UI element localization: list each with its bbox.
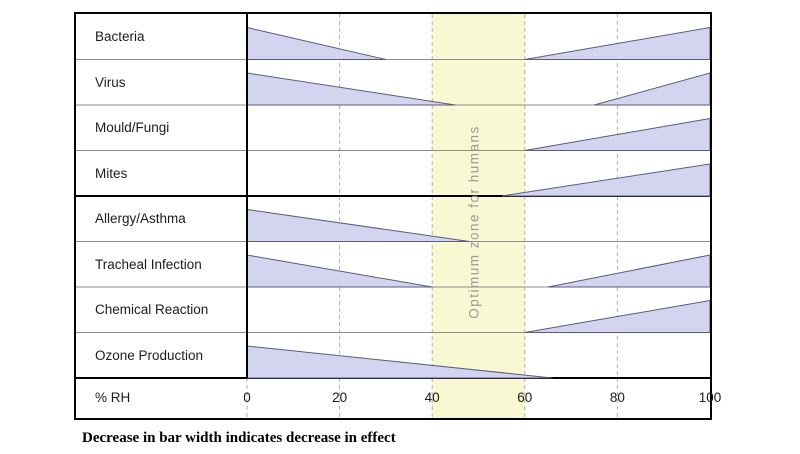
chart-frame: Optimum zone for humans Bacteria Virus M…: [74, 12, 721, 420]
chart-plot: Optimum zone for humans: [76, 14, 710, 418]
x-tick-0: 0: [243, 390, 251, 405]
optimum-zone-label: Optimum zone for humans: [467, 125, 482, 319]
row-label-virus: Virus: [95, 74, 126, 90]
wedge-virus-right: [594, 72, 710, 106]
wedge-bacteria-right: [524, 26, 710, 60]
x-tick-60: 60: [517, 390, 533, 405]
row-label-allergy-asthma: Allergy/Asthma: [95, 211, 186, 226]
wedge-tracheal-infection-right: [547, 254, 710, 288]
x-tick-40: 40: [424, 390, 440, 405]
row-label-bacteria: Bacteria: [95, 29, 145, 44]
chart-shapes: [76, 14, 710, 418]
wedge-mites-right: [501, 163, 710, 197]
x-tick-100: 100: [698, 390, 722, 405]
wedge-mould-fungi-right: [524, 117, 710, 151]
row-label-mites: Mites: [95, 165, 128, 181]
row-label-tracheal-infection: Tracheal Infection: [95, 256, 202, 272]
x-tick-20: 20: [332, 390, 348, 405]
optimum-zone-band: [432, 14, 525, 418]
wedge-virus-left: [246, 72, 456, 106]
x-tick-80: 80: [609, 390, 625, 405]
caption: Decrease in bar width indicates decrease…: [82, 430, 396, 446]
wedge-bacteria-left: [246, 26, 387, 60]
row-label-chemical-reaction: Chemical Reaction: [95, 302, 209, 317]
row-label-mould-fungi: Mould/Fungi: [95, 120, 170, 135]
row-label-ozone-production: Ozone Production: [95, 347, 204, 363]
x-axis-label: % RH: [95, 390, 131, 405]
wedge-chemical-reaction-right: [524, 299, 710, 333]
